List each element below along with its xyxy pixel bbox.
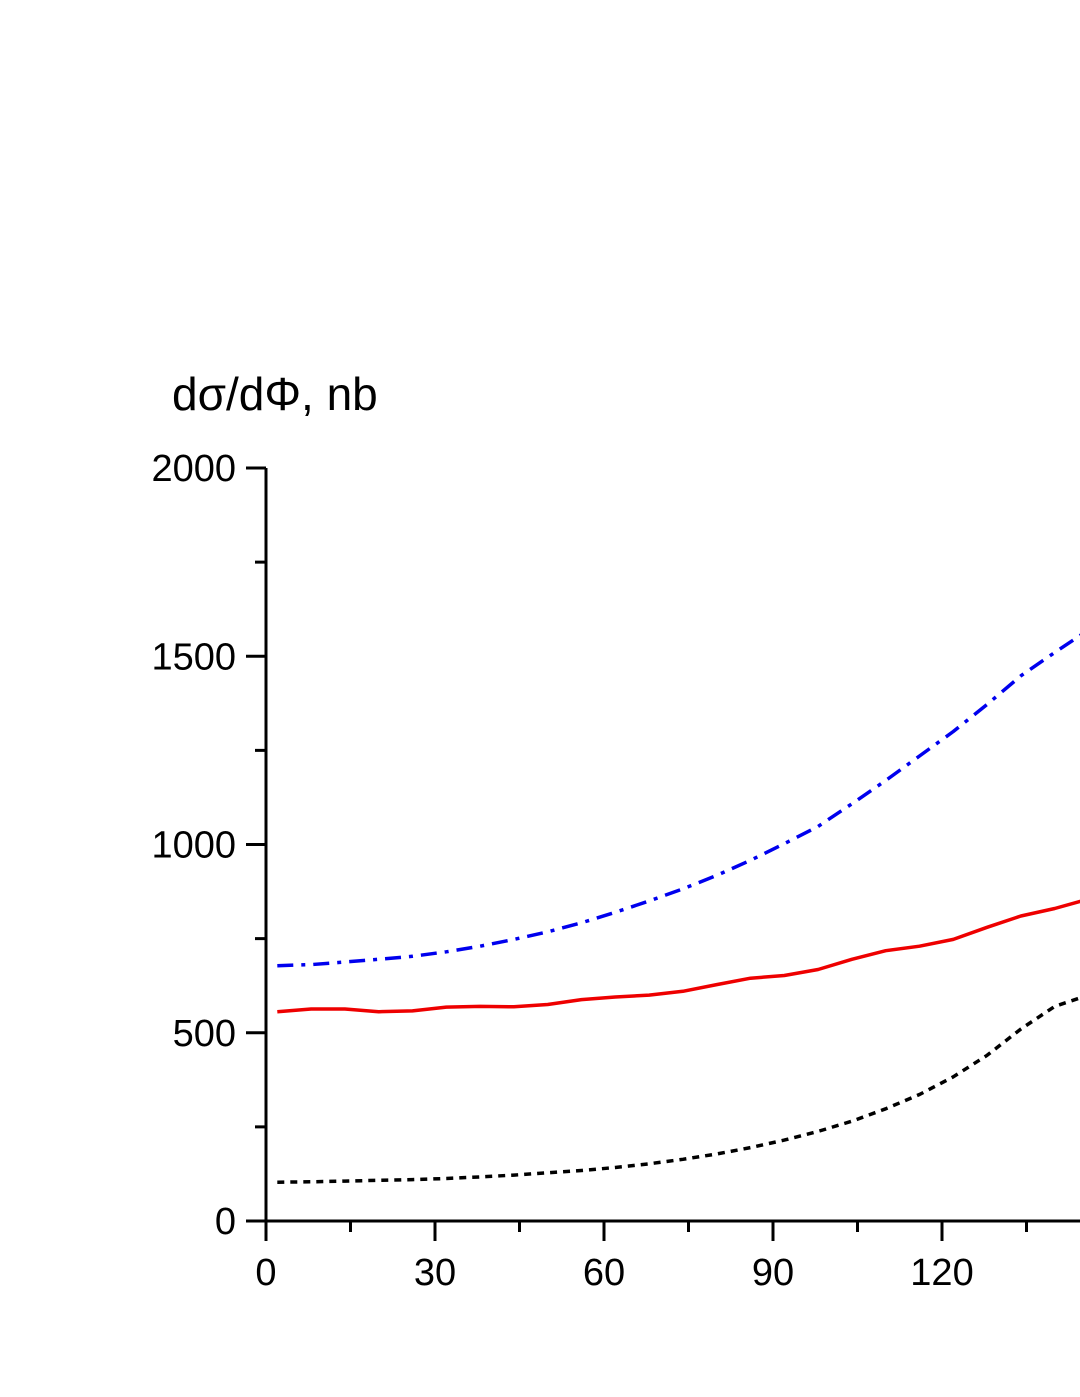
series-layer (277, 633, 1080, 1184)
y-tick-label: 2000 (151, 448, 236, 490)
x-tick-label: 60 (583, 1252, 625, 1294)
series-line-dotted (277, 996, 1080, 1184)
x-tick-label: 30 (414, 1252, 456, 1294)
x-tick-label: 0 (255, 1252, 276, 1294)
y-tick-label: 0 (215, 1201, 236, 1243)
y-tick-label: 1000 (151, 825, 236, 867)
x-tick-label: 120 (910, 1252, 973, 1294)
y-tick-label: 500 (173, 1013, 236, 1055)
y-tick-label: 1500 (151, 636, 236, 678)
y-axis-label: dσ/dΦ, nb (172, 368, 378, 420)
series-line-solid (277, 899, 1080, 1014)
x-tick-label: 90 (752, 1252, 794, 1294)
series-line-dash-dot (277, 633, 1080, 968)
axes: 0 500 1000 1500 2000 0 30 60 90 120 (151, 448, 1080, 1294)
